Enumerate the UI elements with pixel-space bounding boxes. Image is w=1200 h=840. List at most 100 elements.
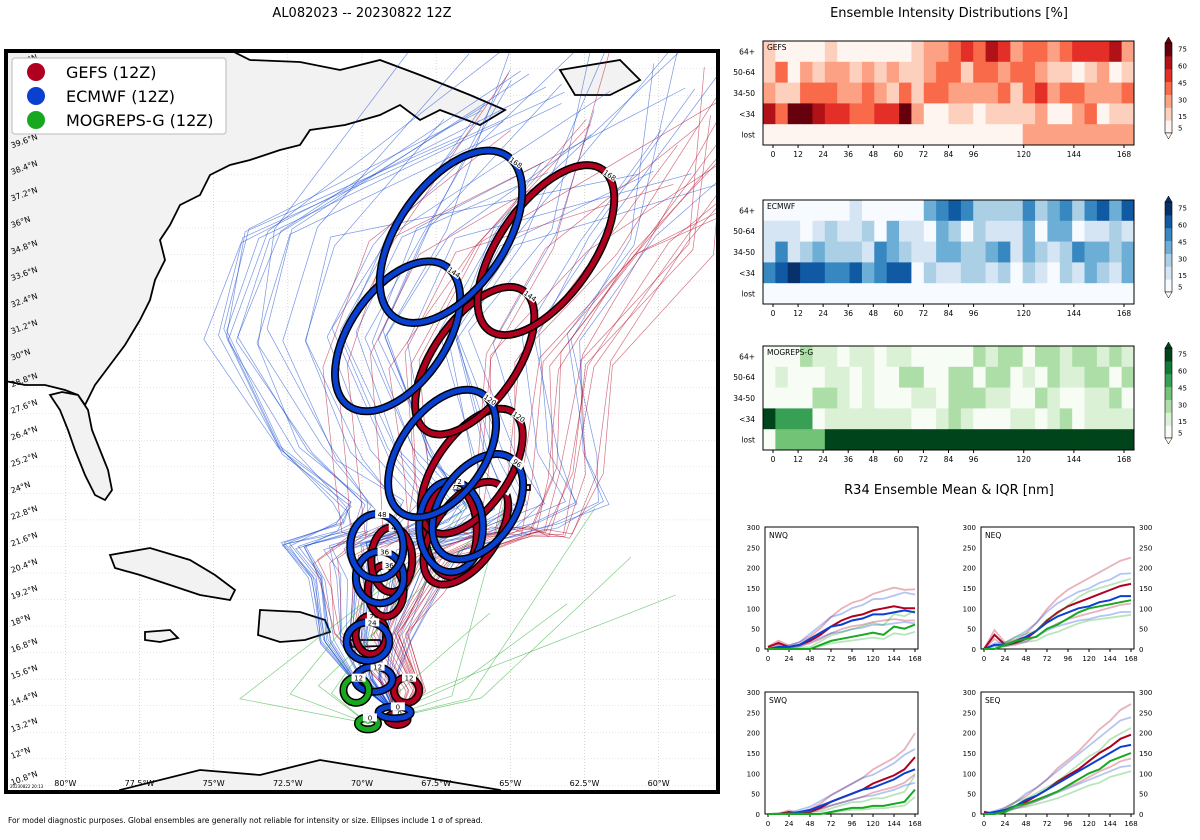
heatmap-gefs: 64+ 50-64 34-50 <34 lost GEFS 0 12 24 36 48 60 72 84 9… — [733, 36, 1187, 159]
heat-cell — [837, 220, 851, 243]
hour-label-bg — [402, 673, 417, 682]
row-label: 34-50 — [733, 89, 755, 98]
heat-cell — [837, 429, 851, 451]
hour-label: 24 — [368, 619, 377, 627]
hour-label-bg — [602, 167, 619, 183]
track-line — [203, 86, 547, 713]
y-tick-label-right: 50 — [1139, 626, 1148, 634]
ellipse-ecmwf-24: 24 — [342, 618, 394, 665]
heat-cell — [923, 61, 937, 84]
heat-cell — [1010, 220, 1024, 243]
y-tick-label: 250 — [747, 709, 760, 717]
heat-cell — [886, 387, 900, 409]
heat-cell — [1035, 262, 1048, 284]
heat-cell — [787, 387, 801, 409]
heat-cell — [812, 82, 826, 104]
heat-cell — [1121, 82, 1135, 104]
heat-cell — [923, 241, 937, 263]
jamaica-coast — [144, 629, 180, 643]
heat-cell — [886, 220, 900, 243]
heat-cell — [787, 220, 801, 243]
x-tick-label: 0 — [771, 309, 776, 318]
heat-cell — [861, 41, 875, 63]
heat-cell — [1035, 41, 1048, 63]
heat-cell — [960, 82, 974, 104]
heat-cell — [1096, 241, 1110, 263]
r34-panel-name: NEQ — [985, 531, 1001, 540]
heat-cell — [997, 346, 1011, 368]
heat-cell — [1084, 103, 1098, 125]
heat-cell — [1084, 283, 1098, 305]
heat-cell — [1010, 41, 1024, 63]
heat-cell — [1022, 82, 1036, 104]
heat-cell — [899, 103, 912, 125]
heat-cell — [1035, 429, 1048, 451]
hour-label: 24 — [369, 613, 378, 621]
heat-cell — [948, 408, 962, 430]
legend-label-gefs: GEFS (12Z) — [66, 63, 156, 82]
florida-coast — [48, 391, 113, 502]
heat-cell — [824, 241, 838, 263]
heat-cell — [775, 366, 789, 389]
heat-cell — [787, 408, 801, 430]
heat-cell — [800, 61, 813, 84]
heat-cell — [849, 82, 863, 104]
heat-cell — [997, 200, 1011, 222]
heat-cell — [800, 103, 813, 125]
ellipse-ecmwf-96: 96 — [428, 449, 528, 564]
x-tick-label: 72 — [1043, 655, 1052, 663]
heat-cell — [787, 262, 801, 284]
heat-cell — [985, 103, 999, 125]
r34-mean-mogreps-g — [768, 788, 916, 815]
heat-cell — [800, 408, 813, 430]
ellipse-ring — [377, 148, 525, 326]
heat-cell — [936, 41, 949, 63]
y-tick-label: 150 — [747, 750, 760, 758]
intensity-heatmaps: 64+ 50-64 34-50 <34 lost GEFS 0 12 24 36 48 60 72 84 9… — [733, 36, 1187, 464]
heat-cell — [800, 200, 813, 222]
x-tick-label: 48 — [806, 655, 815, 663]
r34-iqr-ecmwf — [767, 591, 916, 650]
hour-label: 36 — [385, 562, 394, 570]
heat-cell — [787, 61, 801, 84]
heat-cell — [1096, 366, 1110, 389]
heat-cell — [1010, 408, 1024, 430]
heat-cell — [985, 220, 999, 243]
x-tick-label: 12 — [793, 309, 803, 318]
x-tick-label: 24 — [818, 150, 828, 159]
heat-cell — [1109, 82, 1123, 104]
heat-cell — [923, 124, 937, 146]
x-tick-label: 72 — [827, 655, 836, 663]
heat-cell — [849, 200, 863, 222]
heat-cell — [948, 124, 962, 146]
heat-cell — [775, 41, 789, 63]
heat-cell — [837, 61, 851, 84]
row-label: 64+ — [739, 47, 755, 56]
heat-cell — [787, 200, 801, 222]
y-tick-label: 0 — [756, 811, 760, 819]
heat-cell — [861, 408, 875, 430]
heatmap-name: MOGREPS-G — [767, 348, 813, 357]
heat-cell — [1059, 124, 1073, 146]
r34-iqr-gefs — [983, 703, 1132, 815]
heat-cell — [787, 82, 801, 104]
heat-cell — [886, 366, 900, 389]
colorbar-tick: 5 — [1178, 124, 1182, 132]
heat-cell — [1047, 82, 1061, 104]
colorbar-tick: 30 — [1178, 96, 1187, 104]
heat-cell — [800, 220, 813, 243]
x-tick-label: 120 — [1082, 655, 1095, 663]
heat-cell — [936, 241, 949, 263]
heat-cell — [899, 82, 912, 104]
r34-panel-name: SEQ — [985, 696, 1000, 705]
hour-label: 72 — [452, 482, 461, 490]
heat-cell — [1059, 346, 1073, 368]
heat-cell — [812, 366, 826, 389]
heat-cell — [1072, 61, 1086, 84]
colorbar-segment — [1165, 253, 1172, 267]
heat-cell — [911, 241, 925, 263]
r34-iqr-mogreps-g — [767, 609, 916, 650]
colorbar-segment — [1165, 348, 1172, 362]
heatmap-ecmwf: 64+ 50-64 34-50 <34 lost ECMWF 0 12 24 36 48 60 72 84… — [733, 195, 1187, 318]
heat-cell — [1035, 283, 1048, 305]
